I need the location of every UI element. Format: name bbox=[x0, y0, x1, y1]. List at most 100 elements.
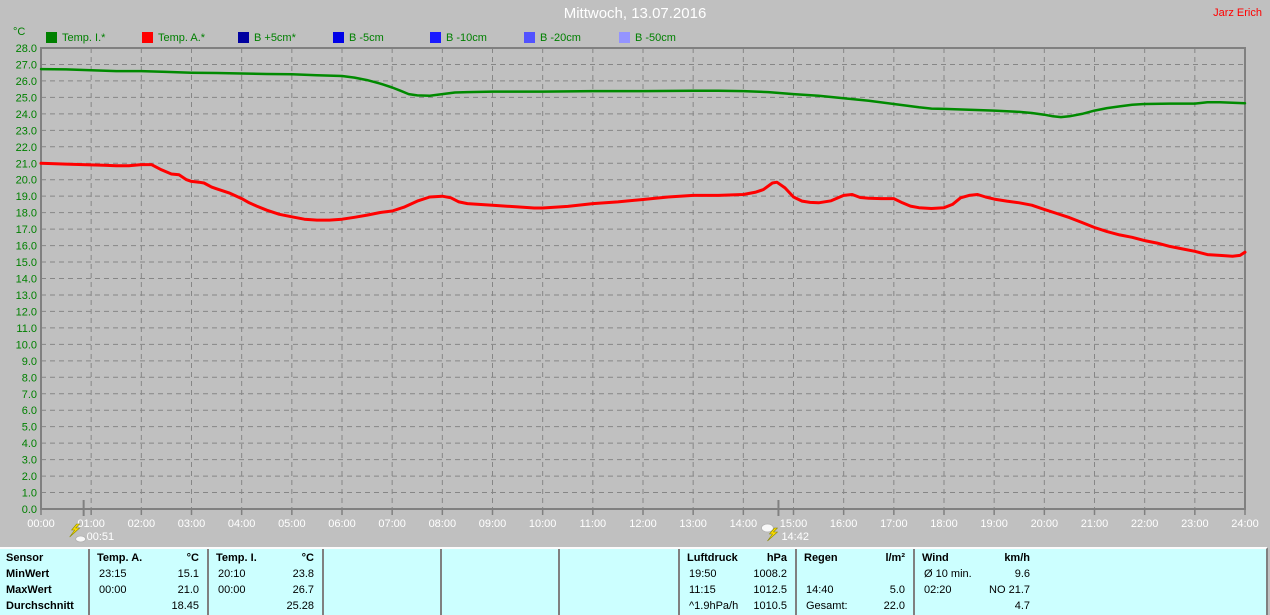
stats-column-regen: Regen l/m² 14:40 5.0 Gesamt: 22.0 bbox=[795, 549, 913, 615]
x-axis-tick-label: 16:00 bbox=[830, 518, 858, 530]
stats-row bbox=[442, 582, 558, 598]
y-axis-tick-label: 20.0 bbox=[16, 175, 37, 187]
stats-row bbox=[442, 550, 558, 566]
stats-column-temp-a: Temp. A. °C 23:15 15.1 00:00 21.0 18.45 bbox=[88, 549, 207, 615]
stats-row-label: MaxWert bbox=[6, 584, 52, 596]
stats-row-label: Sensor bbox=[6, 552, 44, 564]
stats-cell-time: 14:40 bbox=[806, 584, 834, 596]
stats-row: Wind km/h bbox=[915, 550, 1038, 566]
x-axis-tick-label: 13:00 bbox=[679, 518, 707, 530]
legend-item-label: B +5cm* bbox=[254, 31, 296, 44]
legend-item-label: B -10cm bbox=[446, 31, 487, 44]
stats-row bbox=[442, 598, 558, 614]
stats-row bbox=[560, 566, 678, 582]
x-axis-tick-label: 14:00 bbox=[730, 518, 758, 530]
y-axis-tick-label: 16.0 bbox=[16, 241, 37, 253]
event-marker-14-42: 14:42 bbox=[761, 500, 809, 543]
stats-row: Ø 10 min. 9.6 bbox=[915, 566, 1038, 582]
stats-cell-value: NO 21.7 bbox=[989, 584, 1030, 596]
x-axis-tick-label: 15:00 bbox=[780, 518, 808, 530]
x-axis-tick-label: 07:00 bbox=[378, 518, 406, 530]
legend-item-label: B -20cm bbox=[540, 31, 581, 44]
legend-item-temp-a[interactable]: Temp. A.* bbox=[142, 31, 205, 44]
stats-row: Luftdruck hPa bbox=[680, 550, 795, 566]
stats-row: 18.45 bbox=[90, 598, 207, 614]
series-line-temp-a bbox=[39, 161, 1247, 258]
stats-cell-value: 18.45 bbox=[171, 600, 199, 612]
x-axis-tick-label: 21:00 bbox=[1081, 518, 1109, 530]
x-axis-tick-label: 09:00 bbox=[479, 518, 507, 530]
legend-item-b-5cm[interactable]: B -5cm bbox=[333, 31, 384, 44]
stats-cell-value: l/m² bbox=[885, 552, 905, 564]
x-axis-tick-label: 23:00 bbox=[1181, 518, 1209, 530]
stats-column-wind: Wind km/h Ø 10 min. 9.6 02:20 NO 21.7 4.7 bbox=[913, 549, 1038, 615]
y-axis-tick-label: 23.0 bbox=[16, 125, 37, 137]
event-time-label: 14:42 bbox=[781, 531, 809, 543]
y-axis-tick-label: 28.0 bbox=[16, 43, 37, 55]
stats-cell-value: 15.1 bbox=[177, 568, 199, 580]
series-line-temp-i bbox=[39, 67, 1247, 119]
stats-cell-value: 22.0 bbox=[883, 600, 905, 612]
legend-item-label: B -50cm bbox=[635, 31, 676, 44]
series-color-swatch-icon bbox=[619, 32, 630, 43]
y-axis-tick-label: 15.0 bbox=[16, 257, 37, 269]
stats-row: Temp. I. °C bbox=[209, 550, 322, 566]
stats-cell-value: 21.0 bbox=[177, 584, 199, 596]
stats-cell-time: Ø 10 min. bbox=[924, 568, 972, 580]
legend-item-temp-i[interactable]: Temp. I.* bbox=[46, 31, 105, 44]
x-axis-tick-label: 22:00 bbox=[1131, 518, 1159, 530]
legend-item-b-10cm[interactable]: B -10cm bbox=[430, 31, 487, 44]
stats-column-temp-i: Temp. I. °C 20:10 23.8 00:00 26.7 25.28 bbox=[207, 549, 322, 615]
stats-cell-value: 25.28 bbox=[286, 600, 314, 612]
legend-item-b-20cm[interactable]: B -20cm bbox=[524, 31, 581, 44]
stats-row bbox=[797, 566, 913, 582]
stats-row-label: MinWert bbox=[6, 568, 50, 580]
stats-row bbox=[560, 598, 678, 614]
stats-cell-time: 20:10 bbox=[218, 568, 246, 580]
stats-cell-value: °C bbox=[301, 552, 314, 564]
series-color-swatch-icon bbox=[333, 32, 344, 43]
storm-icon bbox=[761, 523, 779, 542]
y-axis-tick-label: 27.0 bbox=[16, 59, 37, 71]
x-axis-tick-label: 19:00 bbox=[980, 518, 1008, 530]
stats-cell-time: Gesamt: bbox=[806, 600, 848, 612]
stats-cell-value: °C bbox=[186, 552, 199, 564]
y-axis-tick-label: 0.0 bbox=[22, 504, 37, 516]
x-axis-tick-label: 02:00 bbox=[128, 518, 156, 530]
stats-cell-time: ^1.9hPa/h bbox=[689, 600, 739, 612]
stats-column-empty-2 bbox=[322, 549, 440, 615]
page-title: Mittwoch, 13.07.2016 bbox=[563, 5, 707, 22]
station-owner-label: Jarz Erich bbox=[1213, 7, 1262, 19]
stats-cell-value: 1010.5 bbox=[753, 600, 787, 612]
stats-row: 00:00 26.7 bbox=[209, 582, 322, 598]
stats-cell-time: 11:15 bbox=[689, 584, 716, 596]
stats-cell-time: Temp. I. bbox=[216, 552, 257, 564]
event-time-label: 00:51 bbox=[87, 531, 115, 543]
stats-row bbox=[324, 550, 440, 566]
legend-item-b-5cm[interactable]: B +5cm* bbox=[238, 31, 296, 44]
legend-item-b-50cm[interactable]: B -50cm bbox=[619, 31, 676, 44]
stats-cell-time: 02:20 bbox=[924, 584, 952, 596]
y-axis-tick-label: 9.0 bbox=[22, 356, 37, 368]
stats-row: 11:15 1012.5 bbox=[680, 582, 795, 598]
stats-row: ^1.9hPa/h 1010.5 bbox=[680, 598, 795, 614]
y-axis-tick-label: 24.0 bbox=[16, 109, 37, 121]
stats-cell-time: 00:00 bbox=[218, 584, 246, 596]
stats-row bbox=[560, 550, 678, 566]
x-axis-tick-label: 06:00 bbox=[328, 518, 356, 530]
y-axis-tick-label: 19.0 bbox=[16, 191, 37, 203]
stats-cell-value: 1008.2 bbox=[753, 568, 787, 580]
event-marker-00-51: 00:51 bbox=[69, 500, 115, 543]
x-axis-tick-label: 17:00 bbox=[880, 518, 908, 530]
y-axis-tick-label: 22.0 bbox=[16, 142, 37, 154]
x-axis-tick-label: 11:00 bbox=[579, 518, 606, 530]
stats-row bbox=[442, 566, 558, 582]
x-axis-tick-label: 18:00 bbox=[930, 518, 958, 530]
stats-column-luftdruck: Luftdruck hPa 19:50 1008.2 11:15 1012.5 ^1.9hP… bbox=[678, 549, 795, 615]
x-axis-tick-label: 20:00 bbox=[1031, 518, 1059, 530]
stats-row: 4.7 bbox=[915, 598, 1038, 614]
stats-row-labels: Sensor MinWert MaxWert Durchschnitt bbox=[0, 549, 88, 615]
stats-row: Temp. A. °C bbox=[90, 550, 207, 566]
stats-row: 19:50 1008.2 bbox=[680, 566, 795, 582]
y-axis-tick-label: 11.0 bbox=[16, 323, 37, 335]
